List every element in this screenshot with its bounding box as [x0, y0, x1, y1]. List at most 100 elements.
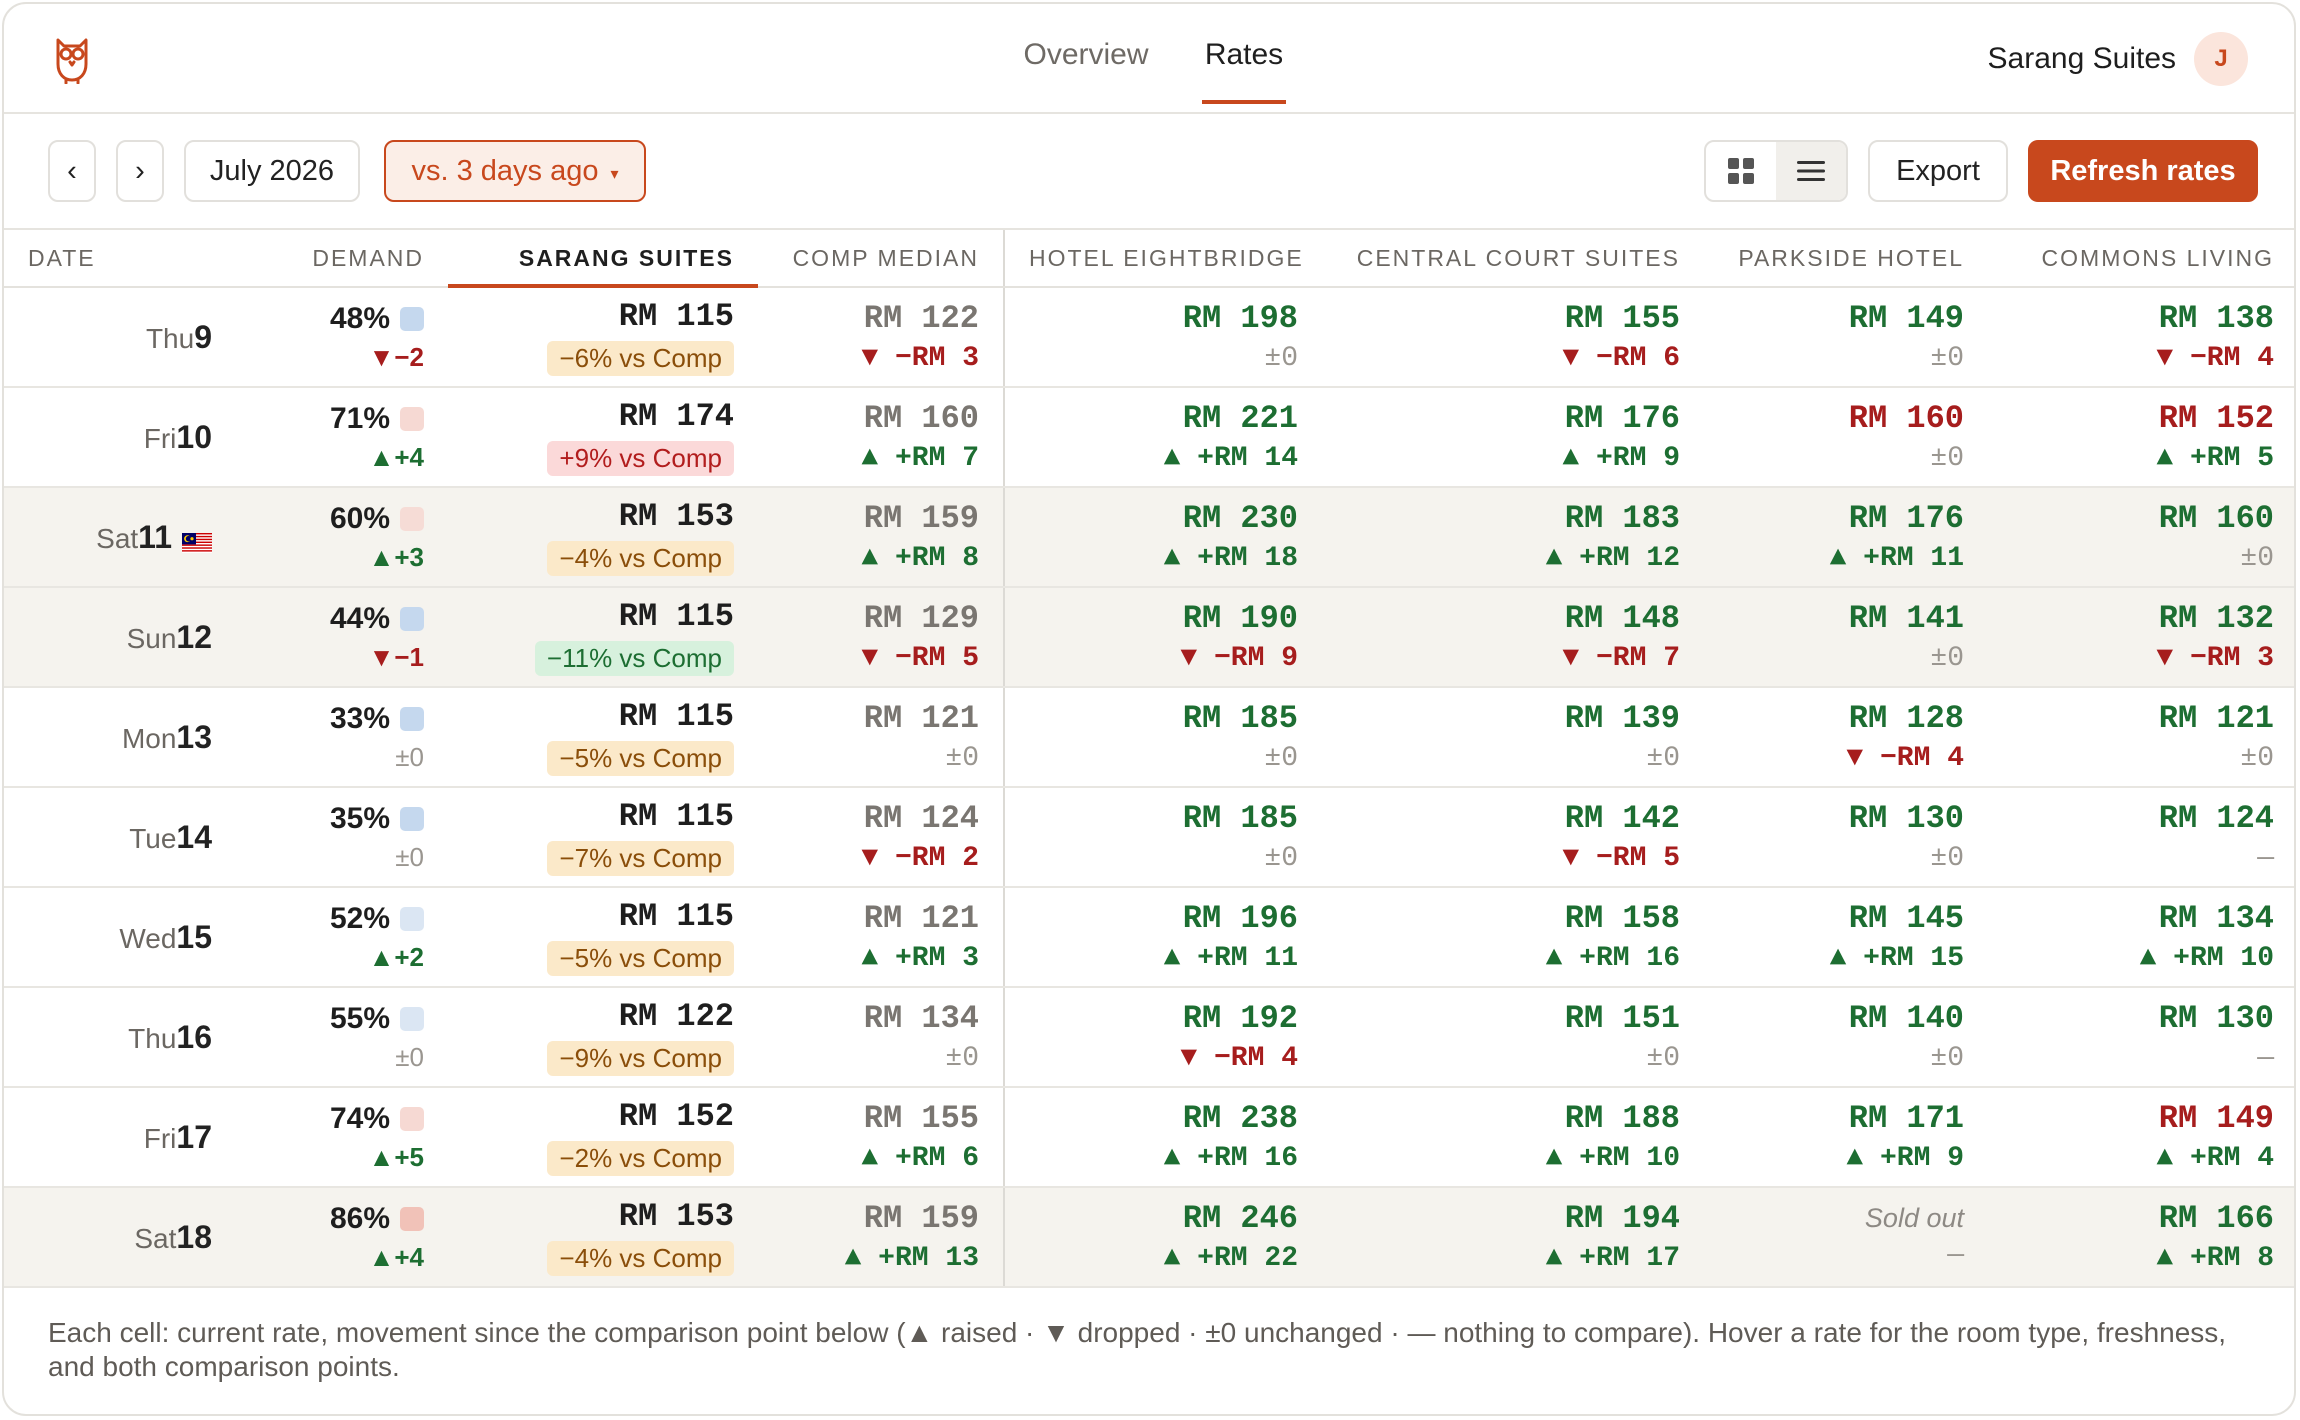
competitor-rate-cell[interactable]: RM 238 ▲ +RM 16 [1004, 1087, 1322, 1188]
grid-view-button[interactable] [1706, 142, 1776, 200]
competitor-rate-cell[interactable]: RM 188 ▲ +RM 10 [1322, 1087, 1704, 1188]
own-rate-cell[interactable]: RM 115 −5% vs Comp [448, 887, 758, 988]
table-row[interactable]: Wed15 52% ▲+2 RM 115 −5% vs Comp RM 121 ▲ +RM … [4, 887, 2294, 988]
competitor-rate-cell[interactable]: RM 196 ▲ +RM 11 [1004, 887, 1322, 988]
competitor-rate-cell[interactable]: RM 145 ▲ +RM 15 [1704, 887, 1988, 988]
competitor-rate-cell[interactable]: RM 160 ±0 [1704, 387, 1988, 488]
table-row[interactable]: Thu16 55% ±0 RM 122 −9% vs Comp RM 134 ±0 RM 19… [4, 987, 2294, 1088]
owl-icon[interactable] [50, 32, 94, 84]
competitor-rate-cell[interactable]: RM 183 ▲ +RM 12 [1322, 487, 1704, 588]
demand-cell[interactable]: 60% ▲+3 [236, 487, 448, 588]
demand-cell[interactable]: 44% ▼−1 [236, 587, 448, 688]
comp-median-cell[interactable]: RM 159 ▲ +RM 8 [758, 487, 1005, 588]
comp-median-cell[interactable]: RM 160 ▲ +RM 7 [758, 387, 1005, 488]
tab-overview[interactable]: Overview [1023, 38, 1149, 71]
own-rate-cell[interactable]: RM 122 −9% vs Comp [448, 987, 758, 1088]
comp-median-cell[interactable]: RM 124 ▼ −RM 2 [758, 787, 1005, 888]
competitor-rate-cell[interactable]: RM 221 ▲ +RM 14 [1004, 387, 1322, 488]
competitor-rate-cell[interactable]: RM 148 ▼ −RM 7 [1322, 587, 1704, 688]
competitor-rate-cell[interactable]: RM 152 ▲ +RM 5 [1988, 387, 2294, 488]
competitor-rate-cell[interactable]: RM 142 ▼ −RM 5 [1322, 787, 1704, 888]
header-competitor[interactable]: HOTEL EIGHTBRIDGE [1004, 230, 1322, 288]
competitor-rate-cell[interactable]: RM 151 ±0 [1322, 987, 1704, 1088]
month-picker[interactable]: July 2026 [184, 140, 360, 202]
header-competitor[interactable]: CENTRAL COURT SUITES [1322, 230, 1704, 288]
competitor-rate-cell[interactable]: RM 155 ▼ −RM 6 [1322, 287, 1704, 388]
competitor-rate-cell[interactable]: RM 121 ±0 [1988, 687, 2294, 788]
competitor-rate-cell[interactable]: RM 230 ▲ +RM 18 [1004, 487, 1322, 588]
competitor-rate-cell[interactable]: RM 149 ±0 [1704, 287, 1988, 388]
table-row[interactable]: Thu9 48% ▼−2 RM 115 −6% vs Comp RM 122 ▼ −RM 3… [4, 287, 2294, 388]
own-rate-cell[interactable]: RM 115 −7% vs Comp [448, 787, 758, 888]
competitor-rate-cell[interactable]: RM 158 ▲ +RM 16 [1322, 887, 1704, 988]
avatar[interactable]: J [2194, 32, 2248, 86]
prev-month-button[interactable]: ‹ [48, 140, 96, 202]
competitor-rate-cell[interactable]: RM 138 ▼ −RM 4 [1988, 287, 2294, 388]
demand-cell[interactable]: 71% ▲+4 [236, 387, 448, 488]
header-comp-median[interactable]: COMP MEDIAN [758, 230, 1005, 288]
competitor-rate-cell[interactable]: RM 128 ▼ −RM 4 [1704, 687, 1988, 788]
comp-median-cell[interactable]: RM 155 ▲ +RM 6 [758, 1087, 1005, 1188]
demand-cell[interactable]: 74% ▲+5 [236, 1087, 448, 1188]
competitor-rate-cell[interactable]: RM 176 ▲ +RM 11 [1704, 487, 1988, 588]
own-rate-cell[interactable]: RM 174 +9% vs Comp [448, 387, 758, 488]
own-rate-cell[interactable]: RM 115 −6% vs Comp [448, 287, 758, 388]
own-rate-cell[interactable]: RM 115 −11% vs Comp [448, 587, 758, 688]
comp-median-cell[interactable]: RM 122 ▼ −RM 3 [758, 287, 1005, 388]
table-row[interactable]: Sat18 86% ▲+4 RM 153 −4% vs Comp RM 159 ▲ +RM … [4, 1187, 2294, 1288]
table-row[interactable]: Fri10 71% ▲+4 RM 174 +9% vs Comp RM 160 ▲ +RM … [4, 387, 2294, 488]
competitor-rate-cell[interactable]: RM 141 ±0 [1704, 587, 1988, 688]
export-button[interactable]: Export [1868, 140, 2008, 202]
table-row[interactable]: Tue14 35% ±0 RM 115 −7% vs Comp RM 124 ▼ −RM 2… [4, 787, 2294, 888]
table-row[interactable]: Mon13 33% ±0 RM 115 −5% vs Comp RM 121 ±0 RM 18… [4, 687, 2294, 788]
list-view-button[interactable] [1776, 142, 1846, 200]
table-row[interactable]: Sat11 60% ▲+3 RM 153 −4% vs Comp RM 159 ▲ +RM … [4, 487, 2294, 588]
competitor-rate-cell[interactable]: RM 149 ▲ +RM 4 [1988, 1087, 2294, 1188]
own-rate-cell[interactable]: RM 153 −4% vs Comp [448, 487, 758, 588]
competitor-rate-cell[interactable]: RM 140 ±0 [1704, 987, 1988, 1088]
tab-rates[interactable]: Rates [1202, 38, 1286, 104]
demand-cell[interactable]: 52% ▲+2 [236, 887, 448, 988]
competitor-rate-cell[interactable]: RM 176 ▲ +RM 9 [1322, 387, 1704, 488]
own-rate-cell[interactable]: RM 153 −4% vs Comp [448, 1187, 758, 1288]
comp-median-cell[interactable]: RM 134 ±0 [758, 987, 1005, 1088]
competitor-rate-cell[interactable]: RM 124 — [1988, 787, 2294, 888]
competitor-rate-cell[interactable]: RM 198 ±0 [1004, 287, 1322, 388]
own-rate-cell[interactable]: RM 115 −5% vs Comp [448, 687, 758, 788]
competitor-rate-cell[interactable]: RM 192 ▼ −RM 4 [1004, 987, 1322, 1088]
header-own-hotel[interactable]: SARANG SUITES [448, 230, 758, 288]
competitor-rate-cell[interactable]: RM 190 ▼ −RM 9 [1004, 587, 1322, 688]
comp-median-cell[interactable]: RM 121 ▲ +RM 3 [758, 887, 1005, 988]
refresh-rates-button[interactable]: Refresh rates [2028, 140, 2258, 202]
competitor-rate-cell[interactable]: Sold out — [1704, 1187, 1988, 1288]
competitor-rate-cell[interactable]: RM 130 — [1988, 987, 2294, 1088]
demand-cell[interactable]: 55% ±0 [236, 987, 448, 1088]
demand-cell[interactable]: 35% ±0 [236, 787, 448, 888]
table-row[interactable]: Fri17 74% ▲+5 RM 152 −2% vs Comp RM 155 ▲ +RM … [4, 1087, 2294, 1188]
comp-median-cell[interactable]: RM 159 ▲ +RM 13 [758, 1187, 1005, 1288]
header-demand[interactable]: DEMAND [236, 230, 448, 288]
competitor-rate-cell[interactable]: RM 130 ±0 [1704, 787, 1988, 888]
demand-cell[interactable]: 86% ▲+4 [236, 1187, 448, 1288]
competitor-rate-cell[interactable]: RM 139 ±0 [1322, 687, 1704, 788]
comp-median-cell[interactable]: RM 121 ±0 [758, 687, 1005, 788]
competitor-rate-cell[interactable]: RM 194 ▲ +RM 17 [1322, 1187, 1704, 1288]
competitor-rate-cell[interactable]: RM 185 ±0 [1004, 787, 1322, 888]
demand-cell[interactable]: 48% ▼−2 [236, 287, 448, 388]
header-competitor[interactable]: COMMONS LIVING [1988, 230, 2294, 288]
competitor-rate-cell[interactable]: RM 166 ▲ +RM 8 [1988, 1187, 2294, 1288]
competitor-rate-cell[interactable]: RM 171 ▲ +RM 9 [1704, 1087, 1988, 1188]
competitor-rate-cell[interactable]: RM 185 ±0 [1004, 687, 1322, 788]
comp-median-cell[interactable]: RM 129 ▼ −RM 5 [758, 587, 1005, 688]
competitor-rate-cell[interactable]: RM 246 ▲ +RM 22 [1004, 1187, 1322, 1288]
next-month-button[interactable]: › [116, 140, 164, 202]
competitor-rate-cell[interactable]: RM 160 ±0 [1988, 487, 2294, 588]
own-rate-cell[interactable]: RM 152 −2% vs Comp [448, 1087, 758, 1188]
table-row[interactable]: Sun12 44% ▼−1 RM 115 −11% vs Comp RM 129 ▼ −RM… [4, 587, 2294, 688]
competitor-rate-cell[interactable]: RM 134 ▲ +RM 10 [1988, 887, 2294, 988]
header-competitor[interactable]: PARKSIDE HOTEL [1704, 230, 1988, 288]
demand-cell[interactable]: 33% ±0 [236, 687, 448, 788]
competitor-rate-cell[interactable]: RM 132 ▼ −RM 3 [1988, 587, 2294, 688]
header-date[interactable]: DATE [4, 230, 236, 288]
compare-dropdown[interactable]: vs. 3 days ago ▾ [384, 140, 646, 202]
